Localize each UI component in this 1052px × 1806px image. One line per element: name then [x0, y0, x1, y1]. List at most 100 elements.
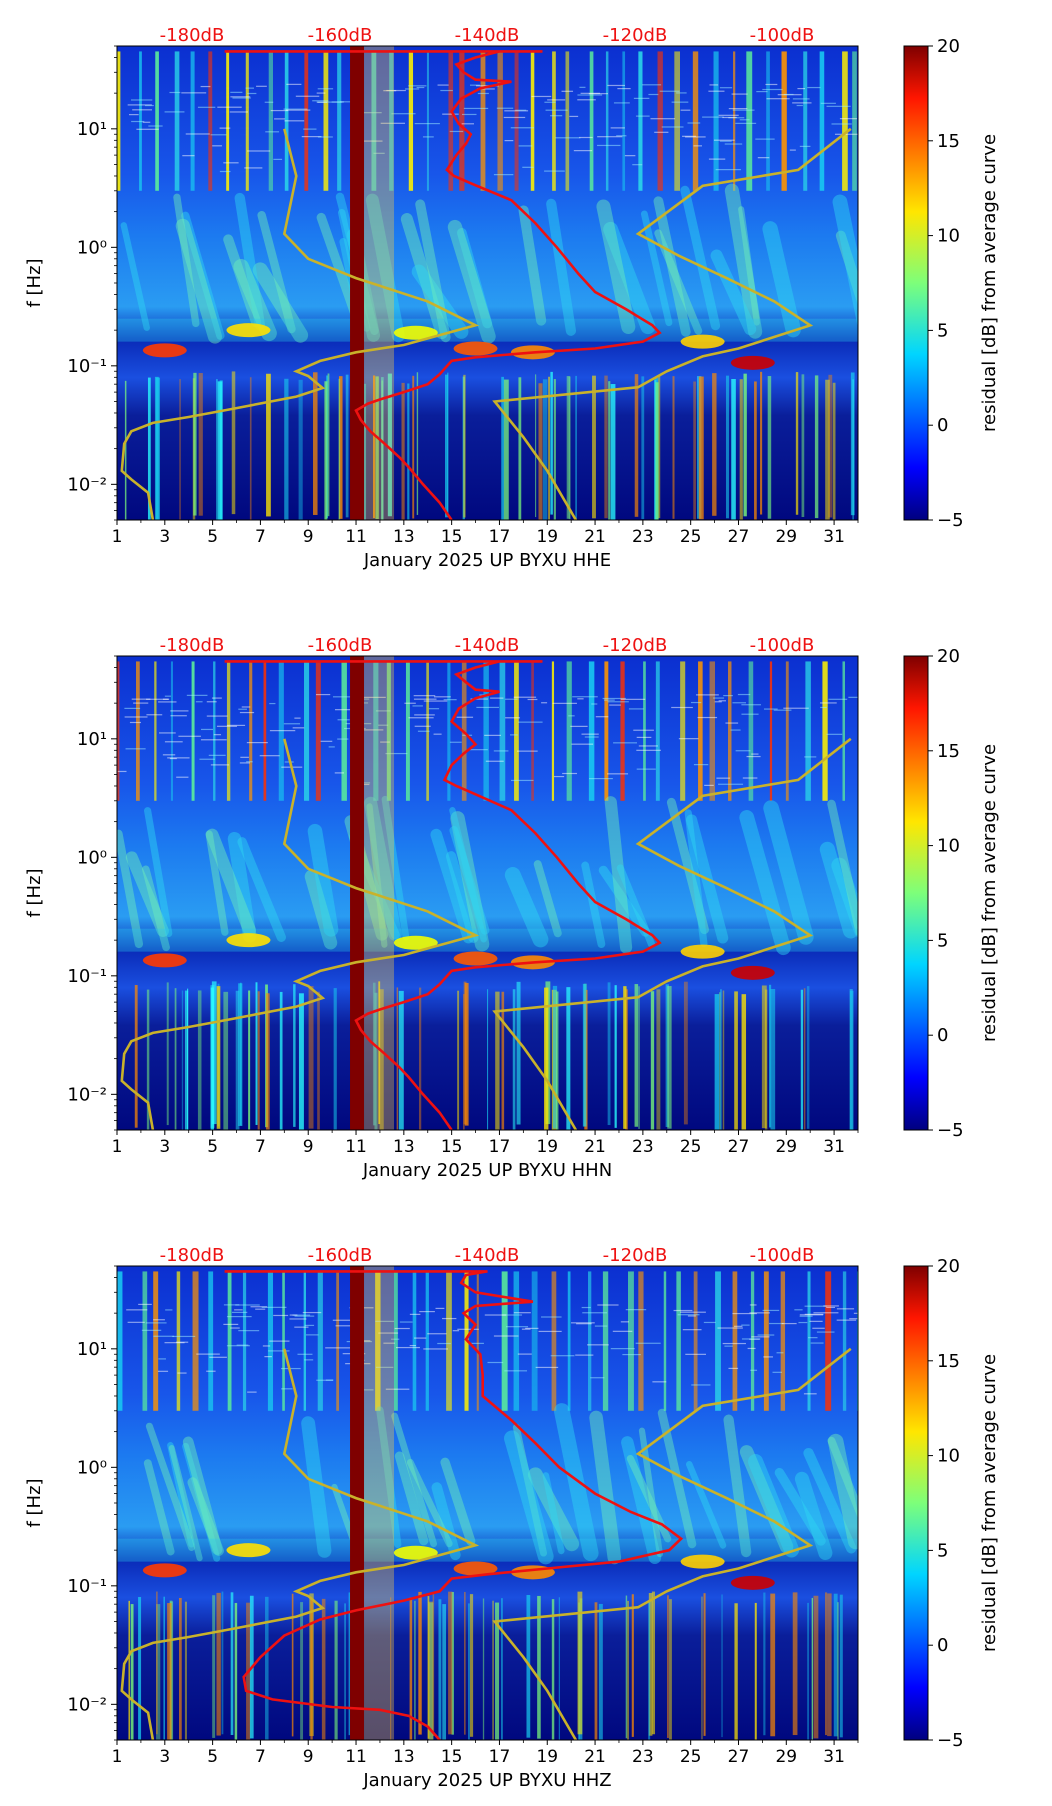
hf-speckle — [325, 1347, 351, 1349]
hf-speckle — [709, 84, 719, 86]
hf-burst-mark — [226, 661, 231, 801]
hf-burst-mark — [692, 51, 699, 191]
microseism-streak — [440, 1457, 476, 1546]
hf-speckle — [751, 753, 759, 755]
lf-streak — [548, 376, 550, 520]
hf-speckle — [804, 1305, 827, 1307]
hf-speckle — [165, 1309, 173, 1311]
hf-burst-mark — [190, 51, 195, 191]
microseism-streak — [819, 841, 858, 939]
lf-streak — [501, 991, 505, 1130]
hf-speckle — [125, 748, 146, 750]
lf-streak — [837, 1602, 839, 1740]
lf-streak — [310, 1599, 313, 1740]
hf-speckle — [294, 1326, 309, 1328]
x-tick-label: 3 — [159, 1747, 170, 1767]
lf-streak — [552, 985, 558, 1129]
hf-speckle — [839, 118, 858, 120]
hf-burst-mark — [303, 1271, 306, 1411]
lf-streak — [298, 379, 303, 520]
lf-streak — [648, 1593, 653, 1736]
hf-burst-mark — [208, 1271, 214, 1411]
lf-streak — [731, 379, 736, 520]
hf-speckle — [718, 114, 739, 116]
x-tick-label: 21 — [584, 1137, 606, 1157]
hf-speckle — [428, 708, 440, 710]
hf-speckle — [449, 130, 464, 133]
lf-streak — [416, 372, 419, 515]
hf-burst-mark — [604, 661, 609, 801]
lf-streak — [608, 381, 611, 520]
lf-streak — [181, 990, 184, 1130]
hf-speckle — [581, 733, 599, 735]
hf-speckle — [575, 1354, 594, 1356]
hf-speckle — [332, 696, 358, 698]
lf-streak — [827, 1593, 832, 1737]
hf-burst-mark — [513, 1271, 520, 1411]
hf-speckle — [804, 756, 817, 758]
hf-speckle — [265, 131, 280, 133]
hf-speckle — [718, 783, 744, 785]
hf-speckle — [443, 699, 457, 701]
noise-model-high-curve — [492, 127, 852, 520]
microseism-streak — [142, 865, 170, 952]
hf-speckle — [505, 717, 521, 719]
hf-speckle — [773, 709, 792, 711]
hf-speckle — [728, 108, 748, 110]
hf-speckle — [213, 734, 222, 736]
lf-streak — [698, 376, 704, 520]
lf-streak — [334, 1600, 338, 1740]
hf-speckle — [544, 170, 565, 172]
hf-speckle — [547, 99, 566, 101]
hf-speckle — [513, 1312, 531, 1314]
hf-speckle — [826, 1306, 835, 1309]
storm-blob — [142, 343, 187, 358]
hf-speckle — [303, 128, 317, 130]
lf-streak — [594, 1602, 598, 1740]
hf-speckle — [264, 101, 274, 103]
hf-speckle — [730, 729, 741, 731]
lf-streak — [398, 990, 404, 1130]
hf-speckle — [256, 85, 267, 87]
hf-speckle — [769, 1322, 784, 1325]
storm-blob — [453, 951, 498, 966]
lf-streak — [768, 984, 772, 1128]
hf-speckle — [409, 1344, 416, 1347]
hf-speckle — [442, 1317, 457, 1320]
hf-speckle — [337, 738, 349, 740]
lf-streak — [832, 382, 836, 520]
hf-speckle — [708, 90, 725, 92]
x-tick-label: 27 — [728, 527, 750, 547]
hf-speckle — [484, 1314, 507, 1316]
hf-speckle — [635, 115, 650, 117]
hf-speckle — [579, 136, 593, 139]
hf-speckle — [739, 119, 750, 121]
lf-streak — [501, 376, 504, 520]
hf-speckle — [544, 101, 556, 103]
colorbar-tick-label: 15 — [937, 741, 960, 762]
x-tick-label: 11 — [345, 1137, 367, 1157]
hf-speckle — [848, 696, 858, 698]
hf-speckle — [836, 1308, 855, 1310]
hf-speckle — [812, 1327, 825, 1329]
hf-speckle — [687, 122, 701, 124]
microseism-streak — [445, 851, 479, 943]
hf-speckle — [682, 1329, 702, 1331]
microseism-streak — [621, 1436, 662, 1565]
hf-speckle — [164, 111, 185, 113]
hf-speckle — [749, 1312, 770, 1314]
microseism-streak — [252, 262, 309, 343]
x-tick-label: 13 — [393, 1137, 415, 1157]
hf-speckle — [169, 91, 181, 94]
lf-streak — [672, 376, 675, 519]
hf-burst-mark — [227, 1271, 232, 1411]
hf-speckle — [131, 120, 145, 123]
hf-burst-mark — [425, 1271, 429, 1411]
microseism-streak — [794, 1471, 833, 1560]
hf-burst-mark — [680, 661, 686, 801]
hf-speckle — [337, 719, 350, 721]
x-tick-label: 7 — [255, 1137, 266, 1157]
hf-speckle — [283, 108, 308, 110]
hf-burst-mark — [530, 51, 535, 191]
hf-burst-mark — [825, 1271, 832, 1411]
